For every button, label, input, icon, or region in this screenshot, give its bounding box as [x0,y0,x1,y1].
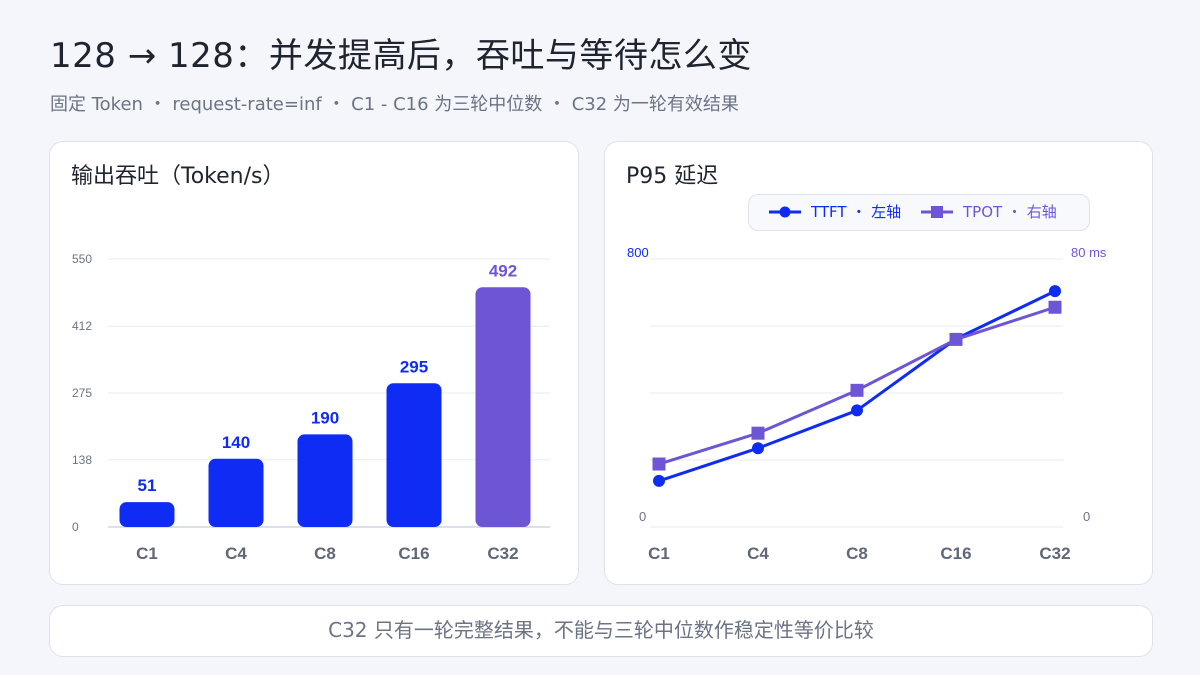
latency-chart-card: P95 延迟 TTFT ・ 左轴 TPOT ・ 右轴 800 0 80 ms 0 C1 C… [604,141,1153,585]
page-title: 128 → 128：并发提高后，吞吐与等待怎么变 [50,36,752,76]
circle-marker-icon [769,206,801,218]
legend-label-ttft: TTFT ・ 左轴 [811,203,902,221]
latency-line-chart: 800 0 80 ms 0 C1 C4 C8 C16 C32 [627,245,1107,563]
bar-value-label: 492 [489,261,517,280]
right-axis-bottom-label: 0 [1083,509,1090,524]
x-tick-label: C32 [487,544,518,563]
bar [475,287,531,527]
throughput-chart-title: 输出吞吐（Token/s） [71,164,285,189]
y-tick-label: 275 [72,386,92,400]
data-point [653,474,665,487]
x-tick-label: C16 [940,544,971,563]
y-tick-label: 550 [72,252,92,266]
y-tick-label: 138 [72,453,92,467]
data-point [1048,300,1062,314]
bar-value-label: 190 [311,408,339,427]
page-subtitle: 固定 Token ・ request-rate=inf ・ C1 - C16 为… [50,94,739,115]
bar [386,383,442,527]
legend-label-tpot: TPOT ・ 右轴 [963,203,1057,221]
right-axis-top-label: 80 ms [1071,245,1107,260]
bar [119,502,175,527]
x-tick-label: C8 [314,544,336,563]
throughput-bar-chart: 0 138 275 412 550 51 C1 140 C4 190 C8 295 C16 492 C32 [72,252,550,563]
data-point [949,332,963,346]
throughput-chart-card: 输出吞吐（Token/s） 0 138 275 412 550 51 C1 140 C4 190 C… [49,141,579,585]
data-point [850,383,864,397]
y-tick-label: 0 [72,520,79,534]
x-tick-label: C4 [747,544,769,563]
x-tick-label: C8 [846,544,868,563]
left-axis-bottom-label: 0 [639,509,646,524]
data-point [1049,285,1061,298]
data-point [652,457,666,471]
bar [208,458,264,527]
x-tick-label: C32 [1039,544,1070,563]
bar-value-label: 295 [400,357,428,376]
square-marker-icon [921,206,953,218]
x-tick-label: C1 [648,544,670,563]
bar [297,434,353,527]
bar-value-label: 140 [222,433,250,452]
x-tick-label: C4 [225,544,247,563]
data-point [851,404,863,417]
latency-legend: TTFT ・ 左轴 TPOT ・ 右轴 [748,194,1090,231]
x-tick-label: C1 [136,544,158,563]
left-axis-top-label: 800 [627,245,649,260]
data-point [751,426,765,440]
x-tick-label: C16 [398,544,429,563]
data-point [752,442,764,455]
bar-value-label: 51 [138,476,157,495]
latency-chart-title: P95 延迟 [626,164,719,189]
footer-note: C32 只有一轮完整结果，不能与三轮中位数作稳定性等价比较 [49,605,1153,657]
y-tick-label: 412 [72,319,92,333]
